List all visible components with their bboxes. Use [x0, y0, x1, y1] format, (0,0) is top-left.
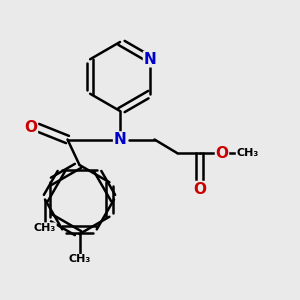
Text: CH₃: CH₃ [236, 148, 259, 158]
Text: N: N [143, 52, 156, 67]
Text: O: O [215, 146, 229, 160]
Text: CH₃: CH₃ [34, 223, 56, 233]
Text: O: O [193, 182, 206, 196]
Text: O: O [24, 120, 38, 135]
Text: N: N [114, 132, 126, 147]
Text: CH₃: CH₃ [68, 254, 91, 265]
